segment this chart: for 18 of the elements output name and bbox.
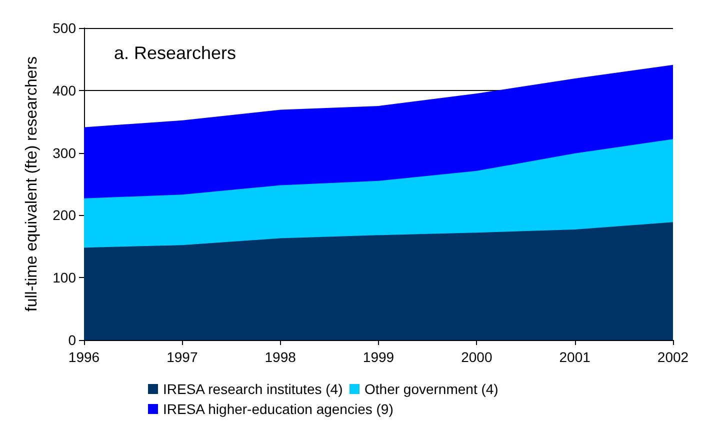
y-tick-label: 200	[52, 207, 76, 224]
x-tick-label: 1998	[264, 349, 296, 365]
x-tick-label: 1999	[362, 349, 394, 365]
legend-label: IRESA research institutes (4)	[163, 381, 343, 397]
y-tick-label: 500	[52, 20, 76, 36]
y-axis-title: full-time equivalent (fte) researchers	[24, 56, 40, 312]
x-tick-label: 2002	[657, 349, 689, 365]
y-tick-label: 0	[68, 332, 76, 348]
x-tick-label: 1996	[68, 349, 100, 365]
y-tick-label: 400	[52, 82, 76, 98]
x-tick-label: 1997	[166, 349, 198, 365]
annotation: a. Researchers	[114, 43, 236, 63]
legend-label: Other government (4)	[364, 381, 498, 397]
x-tick-label: 2000	[461, 349, 492, 365]
legend-label: IRESA higher-education agencies (9)	[163, 401, 394, 417]
y-tick-label: 100	[52, 270, 76, 286]
x-tick-label: 2001	[559, 349, 591, 365]
y-tick-label: 300	[52, 144, 76, 161]
